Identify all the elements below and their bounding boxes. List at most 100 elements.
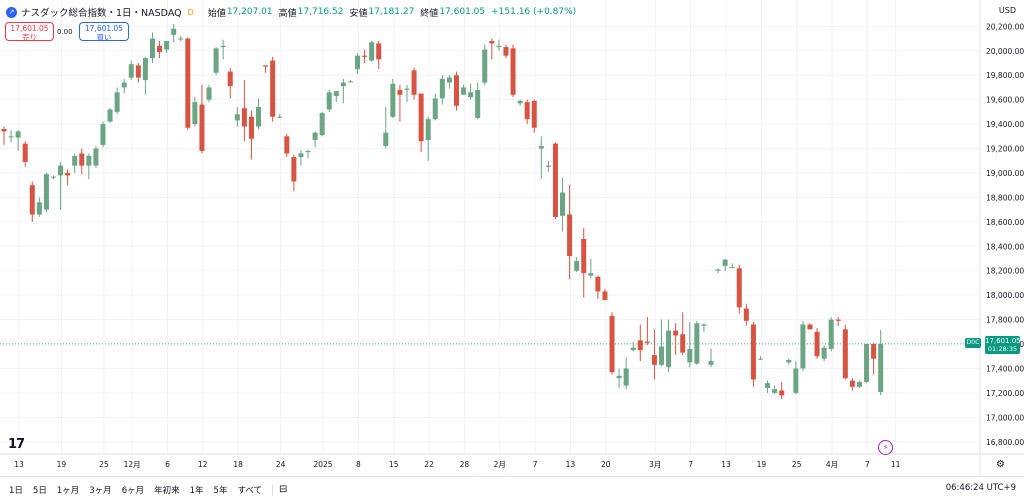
candle-body — [630, 347, 636, 351]
candle — [475, 82, 481, 120]
timeframe-3m[interactable]: 3ヶ月 — [89, 485, 112, 496]
candle-body — [319, 113, 325, 136]
time-tick-label: 20 — [601, 460, 611, 469]
time-tick-label: 7 — [865, 460, 870, 469]
candle — [878, 329, 884, 396]
candle-body — [298, 153, 304, 158]
time-tick-label: 25 — [792, 460, 802, 469]
sell-button[interactable]: 17,601.05 売り — [5, 22, 54, 42]
candle — [807, 323, 813, 330]
candle — [765, 380, 771, 393]
time-axis[interactable]: 13 19 25 12月 6 12 18 24 2025 8 15 22 28 2月 7 13 20 3月 7 13 1… — [14, 460, 900, 469]
candle — [220, 39, 226, 60]
timeframe-1m[interactable]: 1ヶ月 — [56, 485, 80, 496]
delayed-data-badge[interactable]: D — [187, 7, 194, 17]
candle-body — [842, 329, 848, 379]
candle-body — [757, 358, 763, 360]
candle-body — [178, 38, 184, 40]
candle-body — [786, 359, 792, 363]
candle — [149, 32, 155, 63]
candle-body — [475, 89, 481, 118]
candle — [213, 47, 219, 76]
candle-body — [234, 114, 240, 121]
candle-body — [828, 319, 834, 349]
timeframe-ytd[interactable]: 年初来 — [154, 485, 180, 496]
candle — [524, 99, 530, 125]
candle — [814, 328, 820, 359]
candle — [673, 323, 679, 356]
settings-gear-icon[interactable]: ⚙ — [996, 459, 1005, 470]
time-tick-label: 22 — [424, 460, 434, 469]
candle-body — [36, 202, 42, 215]
candle — [256, 98, 262, 129]
candle — [680, 312, 686, 356]
spread-value: 0.00 — [57, 28, 73, 36]
sell-label: 売り — [22, 33, 37, 42]
price-tick-label: 18,200.00 — [986, 267, 1024, 276]
candle-body — [390, 83, 396, 117]
bar-countdown: 01:28:35 — [987, 345, 1018, 353]
candle-body — [305, 150, 311, 152]
candle-body — [623, 368, 629, 386]
candle-body — [729, 267, 735, 269]
candle-body — [595, 276, 601, 292]
grid-lines — [0, 0, 980, 454]
price-flag: D0C — [965, 338, 981, 348]
candle — [637, 324, 643, 362]
candle-body — [121, 82, 127, 88]
candle-body — [347, 81, 353, 83]
candle-body — [241, 108, 247, 127]
candle-body — [807, 324, 813, 330]
time-tick-label: 19 — [757, 460, 767, 469]
candle — [22, 141, 28, 167]
candle — [722, 258, 728, 271]
candle — [489, 38, 495, 60]
tradingview-logo-icon[interactable]: 17 — [8, 437, 25, 452]
price-tick-label: 17,000.00 — [986, 413, 1024, 422]
candle — [312, 131, 318, 148]
timeframe-5y[interactable]: 5年 — [213, 485, 228, 496]
currency-selector[interactable]: USD — [998, 6, 1016, 15]
candle — [241, 80, 247, 142]
candle — [503, 44, 509, 59]
candle — [821, 345, 827, 362]
candle-body — [531, 100, 537, 128]
timeframe-all[interactable]: すべて — [237, 485, 263, 496]
candle — [107, 108, 113, 123]
price-tick-label: 18,000.00 — [986, 291, 1024, 300]
candle-body — [383, 132, 389, 147]
candle-body — [814, 331, 820, 357]
timeframe-1y[interactable]: 1年 — [189, 485, 204, 496]
timeframe-5d[interactable]: 5日 — [32, 485, 47, 496]
timeframe-6m[interactable]: 6ヶ月 — [121, 485, 145, 496]
candle-body — [453, 75, 459, 106]
timeframe-1d[interactable]: 1日 — [9, 485, 23, 496]
symbol-title[interactable]: ナスダック総合指数・1日・NASDAQ — [21, 8, 182, 19]
candle-body — [86, 155, 92, 166]
candle — [347, 80, 353, 83]
candle-body — [220, 45, 226, 48]
buy-button[interactable]: 17,601.05 買い — [79, 22, 129, 42]
candle-body — [800, 324, 806, 369]
candle — [234, 106, 240, 127]
lightning-icon[interactable]: ⚡ — [878, 440, 893, 455]
price-axis[interactable]: 16,800.00 17,000.00 17,200.00 17,400.00 17,6… — [986, 22, 1024, 446]
candle-body — [79, 153, 85, 166]
candle — [694, 320, 700, 365]
candle-body — [694, 323, 700, 364]
candle-body — [602, 291, 608, 301]
price-tick-label: 17,800.00 — [986, 316, 1024, 325]
candle — [531, 99, 537, 133]
calendar-range-icon[interactable]: ⊟ — [279, 484, 288, 495]
candle — [602, 289, 608, 301]
candle — [397, 84, 403, 122]
candle-body — [93, 148, 99, 166]
candle — [185, 37, 191, 131]
candle — [15, 130, 21, 151]
candle-body — [708, 361, 714, 365]
clock-timezone[interactable]: 06:46:24 UTC+9 — [945, 483, 1016, 493]
candle — [588, 258, 594, 279]
time-tick-label: 7 — [533, 460, 538, 469]
time-tick-label: 18 — [233, 460, 243, 469]
